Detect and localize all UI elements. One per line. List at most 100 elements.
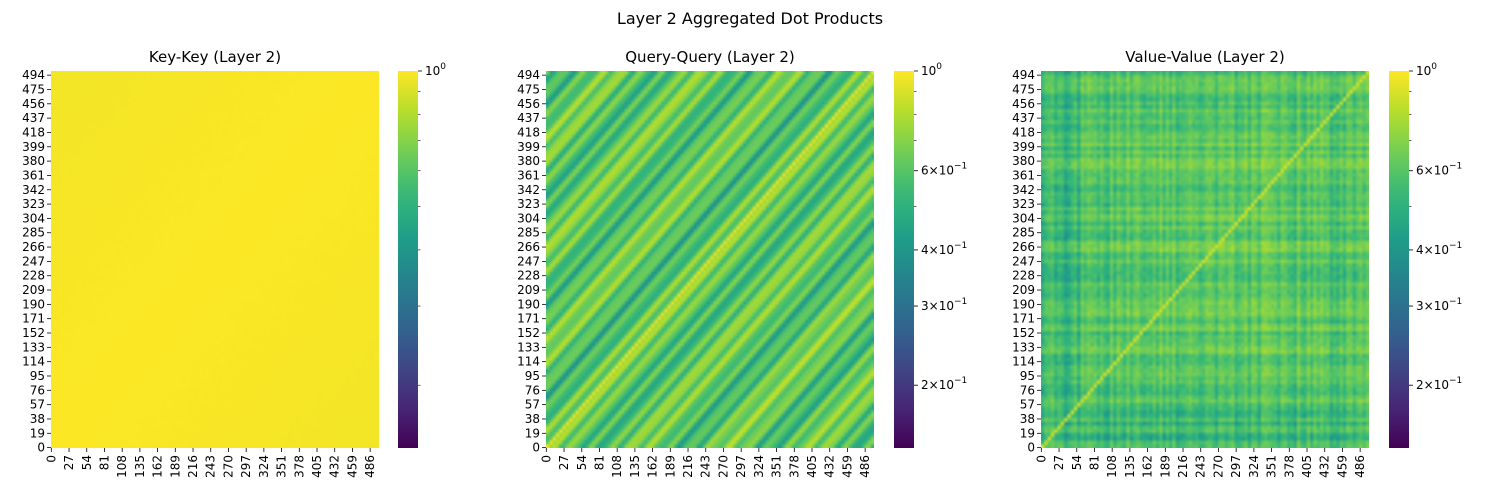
y-tick-label: 456 [22,97,45,111]
y-tick-label: 285 [1012,226,1035,240]
x-tick-label: 297 [239,455,253,478]
y-tick-label: 418 [517,125,540,139]
x-tick-label: 351 [275,455,289,478]
panel-title: Key-Key (Layer 2) [149,48,281,66]
y-tick-label: 228 [1012,269,1035,283]
y-tick-label: 475 [1012,82,1035,96]
y-tick-label: 38 [525,412,540,426]
y-tick-label: 114 [1012,355,1035,369]
x-tick-label: 351 [1265,455,1279,478]
panel-title: Query-Query (Layer 2) [625,48,794,66]
x-tick-label: 27 [62,455,76,470]
x-tick-label: 189 [1158,455,1172,478]
x-tick-label: 486 [363,455,377,478]
x-tick-label: 162 [151,455,165,478]
y-tick-label: 228 [517,269,540,283]
y-tick-label: 57 [525,398,540,412]
y-tick-label: 342 [1012,183,1035,197]
y-tick-label: 209 [1012,283,1035,297]
y-tick-label: 114 [22,355,45,369]
y-tick-label: 342 [517,183,540,197]
y-tick-label: 19 [525,426,540,440]
x-tick-label: 405 [310,455,324,478]
x-tick-label: 162 [1141,455,1155,478]
x-tick-label: 216 [1176,455,1190,478]
heatmap-image [1041,71,1369,448]
x-tick-label: 486 [1353,455,1367,478]
y-tick-label: 190 [22,297,45,311]
y-tick-label: 494 [517,68,540,82]
x-tick-label: 81 [592,455,606,470]
x-tick-label: 351 [770,455,784,478]
y-tick-label: 171 [1012,312,1035,326]
colorbar-tick-label: 6×10−1 [921,162,967,178]
y-tick-label: 76 [525,383,540,397]
y-tick-label: 0 [532,441,540,455]
colorbar-tick-label: 100 [921,62,942,78]
x-tick-label: 216 [681,455,695,478]
x-tick-label: 108 [610,455,624,478]
y-tick-label: 209 [22,283,45,297]
y-tick-label: 38 [1020,412,1035,426]
x-tick-label: 243 [204,455,218,478]
y-tick-label: 228 [22,269,45,283]
x-tick-label: 378 [292,455,306,478]
y-tick-label: 247 [517,254,540,268]
y-tick-label: 95 [30,369,45,383]
x-tick-label: 378 [1282,455,1296,478]
y-tick-label: 494 [22,68,45,82]
y-tick-label: 266 [517,240,540,254]
x-tick-label: 297 [734,455,748,478]
colorbar-tick-label: 100 [425,62,446,78]
panels: 0 27 54 81 108 135 162 189 216 243 270 297 324 351 378… [22,48,1462,478]
y-tick-label: 304 [517,211,540,225]
x-tick-label: 189 [168,455,182,478]
y-tick-label: 152 [517,326,540,340]
y-tick-label: 247 [22,254,45,268]
colorbar-tick-label: 2×10−1 [921,376,967,392]
y-tick-label: 152 [22,326,45,340]
y-tick-label: 361 [517,168,540,182]
y-tick-label: 0 [37,441,45,455]
y-tick-label: 190 [1012,297,1035,311]
x-tick-label: 459 [1335,455,1349,478]
y-tick-label: 247 [1012,254,1035,268]
x-tick-label: 405 [805,455,819,478]
y-tick-label: 456 [1012,97,1035,111]
x-tick-label: 27 [557,455,571,470]
colorbar [398,71,418,448]
colorbar-tick-label: 6×10−1 [1416,162,1462,178]
x-tick-label: 432 [823,455,837,478]
heatmap-image [546,71,874,448]
y-tick-label: 95 [525,369,540,383]
y-tick-label: 38 [30,412,45,426]
y-tick-label: 494 [1012,68,1035,82]
y-tick-label: 361 [22,168,45,182]
y-tick-label: 380 [1012,154,1035,168]
x-tick-label: 324 [1247,455,1261,478]
y-tick-label: 304 [22,211,45,225]
colorbar-tick-label: 4×10−1 [921,241,967,257]
y-tick-label: 475 [517,82,540,96]
x-tick-label: 54 [1070,455,1084,470]
x-tick-label: 0 [44,455,58,463]
y-tick-label: 437 [1012,111,1035,125]
figure-suptitle: Layer 2 Aggregated Dot Products [617,9,883,28]
x-tick-label: 486 [858,455,872,478]
y-tick-label: 342 [22,183,45,197]
y-tick-label: 399 [22,140,45,154]
x-tick-label: 54 [80,455,94,470]
y-tick-label: 0 [1027,441,1035,455]
x-tick-label: 108 [115,455,129,478]
x-tick-label: 270 [221,455,235,478]
colorbar-tick-label: 3×10−1 [921,297,967,313]
y-tick-label: 266 [1012,240,1035,254]
heatmap-panel-1: 0 27 54 81 108 135 162 189 216 243 270 297 324 351 378… [22,48,446,478]
x-tick-label: 135 [133,455,147,478]
y-tick-label: 133 [517,340,540,354]
y-tick-label: 190 [517,297,540,311]
y-tick-label: 114 [517,355,540,369]
y-tick-label: 19 [1020,426,1035,440]
x-tick-label: 108 [1105,455,1119,478]
